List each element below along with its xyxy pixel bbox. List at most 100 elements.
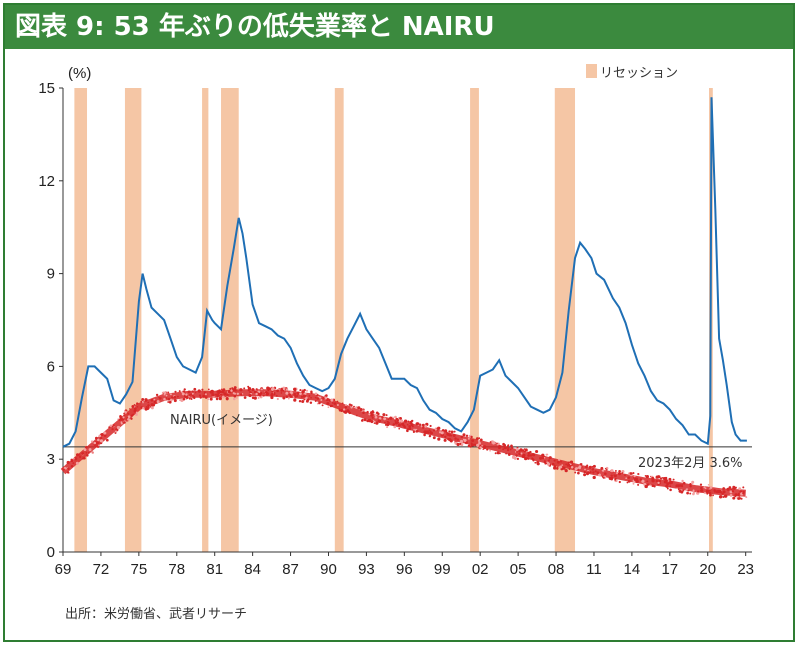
x-tick-label: 02 bbox=[472, 561, 489, 578]
nairu-dot bbox=[174, 390, 177, 393]
nairu-dot bbox=[577, 471, 580, 475]
nairu-dot bbox=[734, 493, 738, 497]
nairu-dot bbox=[422, 426, 425, 429]
y-tick-label: 15 bbox=[38, 80, 55, 97]
nairu-dot bbox=[553, 466, 557, 470]
nairu-dot bbox=[293, 398, 297, 402]
nairu-dot bbox=[429, 424, 432, 428]
nairu-dot bbox=[372, 411, 375, 414]
nairu-dot bbox=[594, 470, 597, 473]
nairu-dot bbox=[387, 418, 390, 421]
nairu-dot bbox=[215, 397, 219, 401]
nairu-dot bbox=[520, 452, 523, 455]
nairu-dot bbox=[737, 492, 740, 495]
x-tick-label: 14 bbox=[624, 561, 641, 578]
nairu-dot bbox=[221, 389, 225, 394]
nairu-dot bbox=[578, 465, 582, 469]
source-note: 出所：米労働省、武者リサーチ bbox=[65, 607, 247, 622]
nairu-dot bbox=[564, 468, 568, 473]
y-tick-label: 12 bbox=[38, 173, 55, 190]
nairu-dot bbox=[681, 485, 684, 488]
nairu-dot bbox=[202, 394, 206, 398]
nairu-dot bbox=[165, 394, 168, 397]
nairu-dot bbox=[627, 479, 631, 483]
nairu-dot bbox=[321, 404, 324, 407]
nairu-dot bbox=[383, 417, 387, 421]
nairu-dot bbox=[377, 419, 381, 423]
nairu-dot bbox=[100, 432, 104, 437]
nairu-dot bbox=[386, 426, 389, 429]
legend-recession-swatch bbox=[586, 64, 597, 78]
nairu-dot bbox=[699, 483, 703, 486]
nairu-dot bbox=[734, 486, 737, 489]
nairu-dot bbox=[483, 446, 487, 450]
nairu-dot bbox=[135, 413, 138, 416]
nairu-dot bbox=[478, 437, 481, 440]
nairu-dot bbox=[689, 492, 692, 495]
nairu-dot bbox=[708, 491, 712, 495]
nairu-dot bbox=[507, 453, 511, 456]
nairu-dot bbox=[371, 416, 374, 419]
nairu-dot bbox=[194, 391, 197, 394]
nairu-dot bbox=[637, 473, 640, 475]
nairu-dot bbox=[301, 399, 305, 404]
nairu-dot bbox=[532, 459, 535, 462]
nairu-dot bbox=[726, 487, 730, 491]
nairu-dot bbox=[393, 425, 397, 429]
nairu-dot bbox=[459, 439, 464, 444]
nairu-dot bbox=[644, 474, 647, 477]
nairu-dot bbox=[610, 474, 613, 477]
nairu-dot bbox=[386, 420, 389, 423]
nairu-dot bbox=[453, 430, 456, 433]
x-tick-label: 69 bbox=[55, 561, 72, 578]
nairu-dot bbox=[541, 456, 545, 460]
nairu-dot bbox=[83, 456, 86, 460]
nairu-dot bbox=[739, 495, 742, 498]
nairu-dot bbox=[373, 422, 376, 425]
nairu-dot bbox=[518, 450, 521, 453]
nairu-dot bbox=[185, 393, 188, 396]
nairu-dot bbox=[583, 473, 587, 477]
nairu-dot bbox=[169, 393, 172, 396]
nairu-dot bbox=[221, 395, 225, 399]
nairu-dot bbox=[97, 438, 100, 442]
nairu-dot bbox=[147, 404, 150, 407]
nairu-dot bbox=[348, 403, 352, 406]
nairu-dot bbox=[618, 469, 621, 473]
nairu-dot bbox=[123, 412, 125, 415]
nairu-dot bbox=[288, 393, 291, 396]
nairu-dot bbox=[270, 393, 274, 397]
nairu-dot bbox=[188, 397, 191, 400]
nairu-dot bbox=[243, 396, 247, 399]
nairu-dot bbox=[211, 393, 215, 397]
nairu-dot bbox=[233, 395, 237, 398]
nairu-dot bbox=[133, 403, 136, 406]
nairu-dot bbox=[378, 417, 382, 420]
nairu-dot bbox=[237, 387, 240, 390]
nairu-dot bbox=[408, 427, 412, 431]
nairu-dot bbox=[510, 444, 513, 448]
nairu-dot bbox=[163, 397, 166, 401]
nairu-dot bbox=[392, 423, 396, 426]
nairu-dot bbox=[207, 388, 210, 391]
nairu-dot bbox=[515, 454, 518, 457]
nairu-dot bbox=[133, 409, 137, 413]
nairu-dot bbox=[521, 454, 526, 459]
nairu-dot bbox=[394, 420, 397, 422]
nairu-dot bbox=[689, 482, 692, 486]
nairu-dot bbox=[123, 414, 126, 417]
nairu-dot bbox=[450, 434, 453, 437]
nairu-dot bbox=[362, 411, 365, 415]
nairu-dot bbox=[546, 453, 549, 456]
nairu-dot bbox=[66, 471, 70, 474]
nairu-dot bbox=[651, 484, 655, 488]
nairu-dot bbox=[729, 490, 733, 494]
nairu-dot bbox=[216, 393, 220, 397]
nairu-dot bbox=[108, 426, 111, 429]
nairu-dot bbox=[516, 451, 518, 453]
nairu-dot bbox=[691, 482, 693, 485]
nairu-dot bbox=[322, 397, 325, 400]
nairu-dot bbox=[655, 475, 659, 479]
nairu-dot bbox=[344, 403, 348, 407]
nairu-dot bbox=[591, 465, 594, 468]
